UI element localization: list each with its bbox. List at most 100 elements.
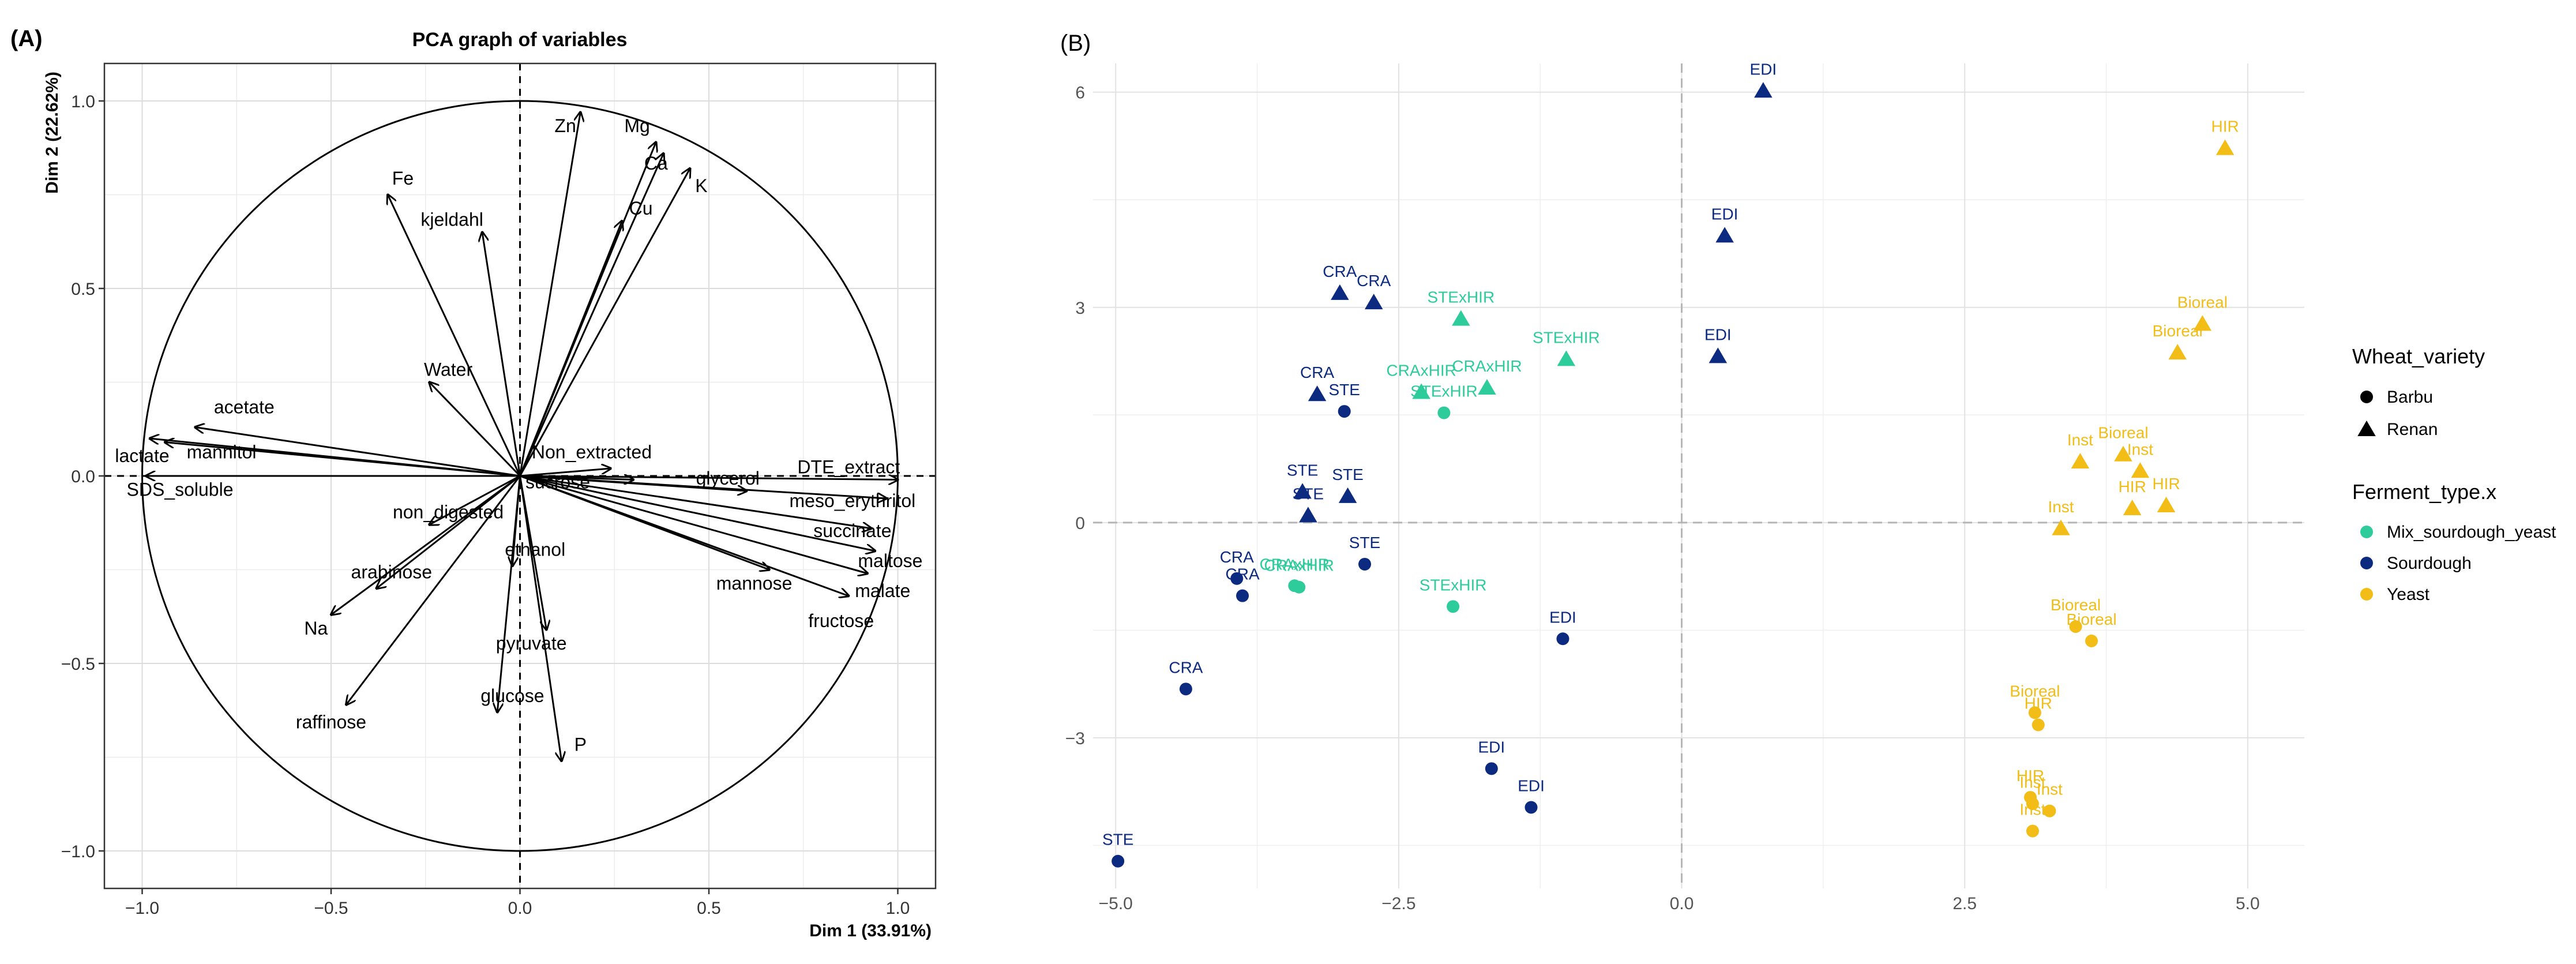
point-label-CRAxHIR: CRAxHIR (1452, 357, 1522, 375)
legend-key-Yeast (2360, 588, 2373, 601)
panel-a-pca-variables: (A) PCA graph of variables Fe Zn Mg Ca Cu Kkj… (10, 26, 937, 940)
point-label-STExHIR: STExHIR (1420, 576, 1487, 594)
y-tick-label-b: −3 (1065, 729, 1085, 748)
point-label-STE: STE (1349, 534, 1380, 552)
point-label-HIR: HIR (2152, 475, 2180, 493)
point-HIR-triangle (2123, 499, 2142, 515)
grid-b (1093, 63, 2304, 888)
point-STE-circle (1111, 854, 1125, 868)
arrow-Water (429, 382, 521, 477)
point-label-Inst: Inst (2127, 440, 2153, 458)
variable-label-Cu: Cu (629, 198, 653, 219)
point-STExHIR-circle (1447, 600, 1460, 613)
point-label-STE: STE (1287, 461, 1318, 479)
arrow-DTE_extract (520, 476, 898, 480)
point-STE-triangle (1299, 507, 1317, 523)
legend-key-Mix_sourdough_yeast (2360, 526, 2373, 538)
x-tick-label-b: −2.5 (1381, 894, 1415, 913)
point-label-Inst: Inst (2019, 801, 2045, 819)
point-HIR-circle (2031, 718, 2045, 732)
point-Bioreal-circle (2069, 620, 2082, 633)
arrow-Ca (519, 153, 664, 477)
y-tick-label-b: 0 (1075, 514, 1085, 533)
point-label-STE: STE (1328, 381, 1360, 399)
x-tick-label-a: 0.5 (697, 899, 721, 918)
variable-label-DTE_extract: DTE_extract (797, 456, 900, 477)
variable-label-non_digested: non_digested (393, 501, 504, 522)
legend-ferment-items: Mix_sourdough_yeast Sourdough Yeast (2360, 523, 2556, 604)
point-label-Inst: Inst (2048, 498, 2074, 516)
point-label-STE: STE (1293, 485, 1324, 502)
point-label-EDI: EDI (1518, 777, 1545, 794)
point-label-Bioreal: Bioreal (2177, 293, 2228, 311)
legend-label-Mix_sourdough_yeast: Mix_sourdough_yeast (2387, 523, 2556, 542)
point-STExHIR-circle (1437, 406, 1451, 419)
arrow-non_digested (429, 475, 521, 525)
variable-label-acetate: acetate (214, 396, 275, 417)
y-ticks-a: −1.0 −0.5 0.0 0.5 1.0 (61, 92, 104, 861)
variable-label-ethanol: ethanol (505, 539, 565, 560)
arrow-arabinose (377, 475, 521, 588)
point-EDI-triangle (1715, 227, 1734, 243)
x-tick-label-a: −0.5 (314, 899, 348, 918)
arrow-acetate (195, 427, 520, 477)
point-Inst-circle (2043, 804, 2056, 817)
legend-title-wheat: Wheat_variety (2352, 344, 2485, 368)
variable-label-fructose: fructose (808, 610, 874, 631)
point-EDI-triangle (1754, 82, 1773, 98)
point-HIR-triangle (2157, 496, 2176, 512)
arrow-Non_extracted (520, 468, 611, 477)
y-tick-label-b: 6 (1075, 84, 1085, 103)
arrow-Na (331, 475, 521, 615)
y-axis-label-a: Dim 2 (22.62%) (43, 72, 62, 194)
point-EDI-circle (1524, 801, 1538, 814)
point-label-CRA: CRA (1323, 262, 1357, 280)
variable-label-sucrose: sucrose (525, 471, 590, 492)
point-STExHIR-triangle (1557, 350, 1576, 366)
point-label-STExHIR: STExHIR (1533, 328, 1600, 346)
variable-label-Fe: Fe (392, 168, 414, 189)
point-STE-circle (1358, 557, 1372, 571)
point-label-Inst: Inst (2037, 781, 2063, 798)
y-tick-label-a: −0.5 (61, 655, 95, 674)
arrow-Fe (388, 195, 521, 477)
point-label-Bioreal: Bioreal (2098, 424, 2148, 442)
point-label-Inst: Inst (2067, 431, 2093, 449)
variable-arrows (146, 112, 898, 762)
panel-a-label: (A) (10, 26, 43, 51)
legend-key-Barbu (2360, 391, 2373, 403)
point-label-Bioreal: Bioreal (2066, 610, 2116, 628)
point-label-CRA: CRA (1357, 272, 1391, 290)
point-Bioreal-circle (2028, 706, 2041, 719)
legend-label-Yeast: Yeast (2387, 585, 2430, 604)
legend-label-Sourdough: Sourdough (2387, 554, 2472, 573)
variable-label-glycerol: glycerol (696, 468, 760, 489)
point-label-CRAxHIR: CRAxHIR (1264, 557, 1334, 575)
point-HIR-triangle (2215, 139, 2235, 155)
variable-label-kjeldahl: kjeldahl (420, 209, 483, 230)
point-STE-circle (1338, 405, 1351, 418)
y-tick-label-a: −1.0 (61, 842, 95, 861)
point-STE-triangle (1293, 483, 1312, 499)
point-EDI-triangle (1708, 347, 1728, 363)
arrow-Zn (519, 112, 581, 477)
point-label-STE: STE (1332, 466, 1363, 483)
point-label-HIR: HIR (2017, 767, 2044, 785)
variable-label-malate: malate (855, 580, 910, 601)
arrow-maltose (520, 475, 876, 551)
point-label-CRA: CRA (1300, 363, 1334, 381)
point-label-Bioreal: Bioreal (2051, 596, 2101, 614)
point-label-CRA: CRA (1226, 565, 1260, 583)
arrow-meso_erythritol (520, 475, 887, 498)
point-CRA-triangle (1308, 385, 1327, 402)
point-label-EDI: EDI (1478, 738, 1505, 756)
arrow-succinate (520, 475, 872, 528)
point-STE-triangle (1338, 487, 1357, 503)
x-tick-label-a: 1.0 (886, 899, 910, 918)
point-Bioreal-triangle (2168, 344, 2187, 360)
